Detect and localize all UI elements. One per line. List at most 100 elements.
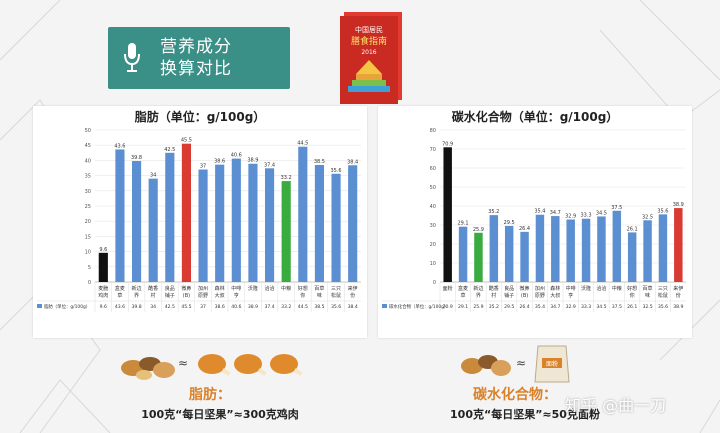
x-tick-label: 村 <box>151 292 156 299</box>
table-cell: 29.5 <box>504 304 514 310</box>
data-label: 38.6 <box>214 159 225 165</box>
x-tick-label: 原野 <box>535 292 545 299</box>
x-tick-label: 新边 <box>132 285 142 292</box>
data-label: 35.6 <box>657 208 668 214</box>
bar-9 <box>231 158 241 282</box>
x-tick-label: 沃隆 <box>581 285 591 292</box>
fat-caption-title: 脂肪： <box>189 387 231 403</box>
bar-12 <box>281 181 291 282</box>
x-tick-label: 三只 <box>331 286 341 292</box>
data-label: 40.6 <box>231 153 242 159</box>
x-tick-label: 良品 <box>165 285 175 292</box>
approx-symbol-2: ≈ <box>516 356 527 370</box>
x-tick-label: 大叔 <box>215 292 225 299</box>
bar-8 <box>551 216 560 282</box>
data-label: 33.3 <box>580 213 591 219</box>
chicken-legs-icon <box>198 354 303 376</box>
data-label: 45.5 <box>181 138 192 144</box>
x-tick-label: 良品 <box>504 285 514 292</box>
y-tick-label: 5 <box>88 265 91 271</box>
bar-1 <box>443 147 452 282</box>
data-label: 29.5 <box>504 220 515 226</box>
carb-chart: 0 10 20 30 40 50 60 70 80 70.9 面粉 70.9 29.1 盒麦草 29.1 25… <box>382 128 686 312</box>
x-tick-label: 加州 <box>535 285 545 292</box>
y-tick-label: 15 <box>85 234 91 240</box>
table-cell: 9.6 <box>100 304 107 310</box>
y-tick-label: 0 <box>433 280 436 286</box>
bar-9 <box>566 219 575 282</box>
data-label: 42.5 <box>164 147 175 153</box>
x-tick-label: 洽洽 <box>265 285 275 292</box>
bar-16 <box>348 165 358 282</box>
data-label: 37 <box>200 164 206 170</box>
x-tick-label: 三只 <box>658 286 668 292</box>
table-cell: 38.5 <box>314 304 324 310</box>
x-tick-label: 中啡 <box>231 285 241 292</box>
table-cell: 34 <box>150 304 156 310</box>
bar-11 <box>597 216 606 282</box>
table-cell: 34.7 <box>550 304 560 310</box>
table-cell: 37.4 <box>264 304 274 310</box>
table-cell: 45.5 <box>181 304 191 310</box>
y-tick-label: 10 <box>430 261 436 267</box>
bar-14 <box>314 164 325 282</box>
legend-swatch <box>37 304 42 308</box>
x-tick-label: 中啡 <box>566 285 576 292</box>
table-cell: 70.9 <box>443 304 453 310</box>
dietary-guide-book-image: 中国居民 膳食指南 2016 <box>340 12 402 104</box>
table-cell: 35.2 <box>489 304 499 310</box>
table-cell: 35.6 <box>331 304 341 310</box>
x-tick-label: 森林 <box>550 285 560 292</box>
y-tick-label: 25 <box>85 204 91 210</box>
x-tick-label: (B) <box>183 293 190 299</box>
book-title-2: 膳食指南 <box>351 35 387 47</box>
table-cell: 26.4 <box>519 304 529 310</box>
table-cell: 44.5 <box>298 304 308 310</box>
x-tick-label: 盒麦 <box>115 285 125 292</box>
x-tick-label: 草 <box>461 292 466 299</box>
x-tick-label: 亨 <box>568 292 573 299</box>
carb-caption-sub: 100克“每日坚果”≈50克面粉 <box>450 408 600 421</box>
x-tick-label: 好想 <box>627 285 637 292</box>
carb-chart-title: 碳水化合物（单位：g/100g） <box>451 110 619 124</box>
x-tick-label: 味 <box>317 292 322 299</box>
x-tick-label: 酷香 <box>489 285 499 292</box>
bar-16 <box>674 208 683 282</box>
bar-7 <box>535 214 545 282</box>
x-tick-label: 加州 <box>198 285 208 292</box>
data-label: 35.4 <box>534 209 545 215</box>
data-label: 35.2 <box>488 209 499 215</box>
bar-6 <box>181 143 192 282</box>
bar-13 <box>627 232 637 282</box>
y-tick-label: 80 <box>430 128 436 134</box>
legend-label: 碳水化合物（单位：g/100g） <box>389 303 448 310</box>
x-tick-label: 中粮 <box>612 285 622 292</box>
bar-6 <box>520 231 529 282</box>
data-label: 34.7 <box>550 210 561 216</box>
data-label: 32.5 <box>642 214 653 220</box>
bar-2 <box>458 226 468 282</box>
x-tick-label: 盒麦 <box>458 285 468 292</box>
data-label: 38.5 <box>314 159 325 165</box>
data-label: 32.9 <box>565 213 576 219</box>
table-cell: 40.6 <box>231 304 241 310</box>
title-line-1: 营养成分 <box>160 37 232 57</box>
table-cell: 34.5 <box>596 304 606 310</box>
table-cell: 43.6 <box>115 304 125 310</box>
watermark: 知乎 @曲一刀 <box>565 396 667 415</box>
x-tick-label: 草 <box>117 292 122 299</box>
legend-label: 脂肪（单位：g/100g） <box>44 303 90 310</box>
data-label: 34 <box>150 173 156 179</box>
bar-11 <box>264 168 275 282</box>
x-tick-label: 沃隆 <box>248 285 258 292</box>
bar-10 <box>248 163 258 282</box>
bar-3 <box>474 232 483 282</box>
table-cell: 33.3 <box>581 304 591 310</box>
y-tick-label: 30 <box>430 223 436 229</box>
y-tick-label: 70 <box>430 147 436 153</box>
x-tick-label: 松鼠 <box>331 292 341 299</box>
bar-14 <box>643 220 652 282</box>
table-cell: 29.1 <box>458 304 468 310</box>
data-label: 38.4 <box>347 159 358 165</box>
